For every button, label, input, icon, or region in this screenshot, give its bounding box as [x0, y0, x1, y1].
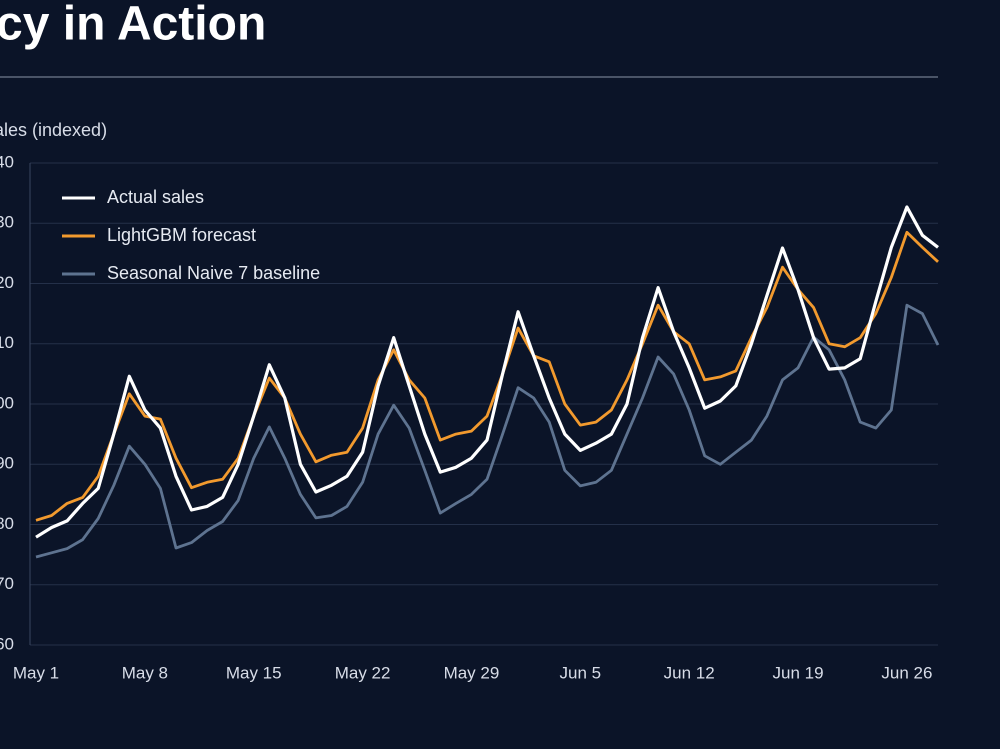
y-tick-label: 00 — [0, 393, 14, 412]
y-tick-label: 80 — [0, 514, 14, 533]
series-line — [35, 303, 940, 559]
x-tick-label: Jun 12 — [664, 663, 715, 682]
y-axis-label: ales (indexed) — [0, 120, 107, 140]
series-line — [35, 230, 939, 522]
x-tick-label: May 1 — [13, 663, 59, 682]
x-tick-label: May 29 — [444, 663, 500, 682]
y-tick-label: 70 — [0, 574, 14, 593]
x-tick-label: Jun 5 — [560, 663, 602, 682]
y-tick-label: 10 — [0, 333, 14, 352]
y-tick-label: 40 — [0, 152, 14, 171]
legend-label: LightGBM forecast — [107, 225, 256, 245]
y-tick-label: 20 — [0, 273, 14, 292]
x-tick-label: Jun 26 — [881, 663, 932, 682]
x-tick-label: May 8 — [122, 663, 168, 682]
x-tick-label: May 22 — [335, 663, 391, 682]
series-line — [35, 205, 939, 539]
legend-label: Seasonal Naive 7 baseline — [107, 263, 320, 283]
y-tick-label: 90 — [0, 454, 14, 473]
legend-label: Actual sales — [107, 187, 204, 207]
x-tick-label: Jun 19 — [773, 663, 824, 682]
y-tick-label: 60 — [0, 634, 14, 653]
y-tick-label: 30 — [0, 213, 14, 232]
chart-title: cy in Action — [0, 0, 266, 51]
x-tick-label: May 15 — [226, 663, 282, 682]
